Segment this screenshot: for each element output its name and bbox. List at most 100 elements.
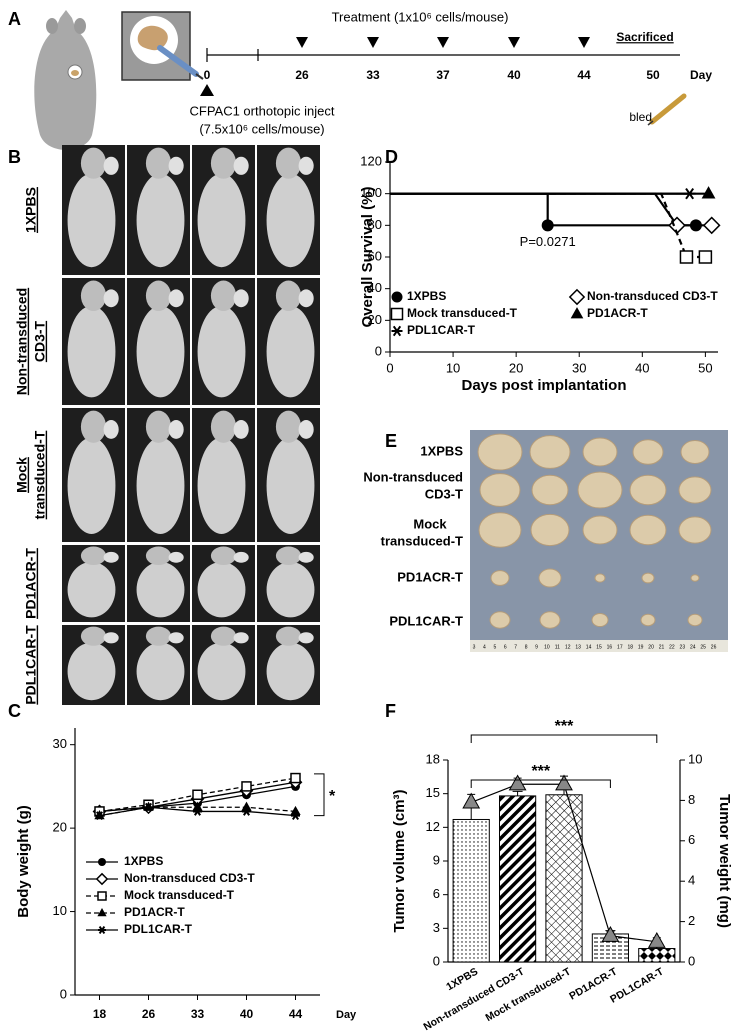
mouse-head bbox=[210, 410, 237, 443]
mouse-ear bbox=[233, 289, 249, 308]
legend-label: 1XPBS bbox=[407, 289, 446, 303]
mouse-body bbox=[136, 437, 185, 534]
mouse-head bbox=[210, 546, 237, 566]
inject-label: (7.5x10⁶ cells/mouse) bbox=[199, 121, 324, 136]
legend-label: PD1ACR-T bbox=[587, 306, 648, 320]
x-tick-label: 40 bbox=[240, 1007, 254, 1021]
legend-marker bbox=[98, 926, 106, 934]
ruler-number: 3 bbox=[473, 644, 476, 650]
significance-label: * bbox=[329, 788, 336, 805]
mouse-illustration bbox=[34, 10, 204, 167]
row-label: 1XPBS bbox=[420, 443, 463, 458]
panel-label: E bbox=[385, 431, 397, 451]
mouse-ear bbox=[103, 420, 119, 439]
tumor bbox=[490, 570, 510, 586]
mouse-ear bbox=[103, 156, 119, 175]
mouse-body bbox=[197, 173, 246, 268]
bar bbox=[638, 948, 676, 963]
ruler-number: 6 bbox=[504, 644, 507, 650]
x-tick-label: 0 bbox=[386, 360, 393, 375]
ruler-number: 15 bbox=[596, 644, 602, 650]
mouse-ear bbox=[298, 289, 314, 308]
ruler-number: 8 bbox=[525, 644, 528, 650]
marker bbox=[193, 807, 202, 816]
timeline-day: 50 bbox=[646, 68, 660, 82]
row-label: PDL1CAR-T bbox=[389, 613, 463, 628]
x-tick-label: 30 bbox=[572, 360, 586, 375]
treatment-marker bbox=[437, 37, 449, 48]
treatment-marker bbox=[367, 37, 379, 48]
sacrificed-label: Sacrificed bbox=[616, 30, 673, 44]
mouse-head bbox=[275, 147, 302, 179]
timeline bbox=[200, 48, 687, 126]
mouse-ear bbox=[168, 289, 184, 308]
timeline-day: 26 bbox=[295, 68, 309, 82]
mouse-body bbox=[67, 173, 116, 268]
legend-marker bbox=[97, 891, 107, 901]
y-tick-label: 30 bbox=[53, 736, 67, 751]
y-tick-label: 40 bbox=[368, 280, 382, 295]
row-label: Non-transduced bbox=[363, 469, 463, 484]
ruler-number: 11 bbox=[555, 644, 560, 650]
tumor bbox=[690, 574, 700, 582]
x-tick-label: 44 bbox=[289, 1007, 303, 1021]
mouse-head bbox=[210, 147, 237, 179]
legend-label: Mock transduced-T bbox=[124, 888, 235, 902]
legend-marker bbox=[391, 291, 403, 303]
mouse-head bbox=[80, 626, 107, 646]
y-tick-label: 60 bbox=[368, 248, 382, 263]
y-tick-label: 80 bbox=[368, 217, 382, 232]
tumor bbox=[531, 474, 569, 506]
row-label: 1XPBS bbox=[23, 187, 39, 233]
y-axis-label: Tumor volume (cm³) bbox=[391, 789, 408, 932]
y-tick-label: 120 bbox=[360, 153, 382, 168]
mouse-ear bbox=[168, 156, 184, 175]
legend-label: PDL1CAR-T bbox=[407, 323, 476, 337]
mouse-head bbox=[145, 147, 172, 179]
bar bbox=[452, 818, 490, 963]
timeline-day: 37 bbox=[436, 68, 450, 82]
marker bbox=[647, 932, 666, 948]
row-label: CD3-T bbox=[425, 486, 463, 501]
mouse-ear bbox=[233, 156, 249, 175]
y-tick-label: 3 bbox=[433, 920, 440, 935]
mouse-head bbox=[80, 410, 107, 443]
x-tick-label: 26 bbox=[142, 1007, 156, 1021]
mouse-body bbox=[266, 642, 315, 701]
marker bbox=[702, 216, 721, 235]
tumor bbox=[530, 513, 570, 547]
legend-label: PDL1CAR-T bbox=[124, 922, 193, 936]
tumor bbox=[539, 611, 561, 629]
mouse-head bbox=[210, 280, 237, 312]
tumor bbox=[594, 573, 606, 583]
ruler-number: 24 bbox=[690, 644, 696, 650]
marker bbox=[683, 187, 696, 200]
timeline-day: 0 bbox=[204, 68, 211, 82]
mouse-head bbox=[210, 626, 237, 646]
bled-label: bled bbox=[629, 110, 652, 124]
tumor bbox=[680, 440, 710, 464]
panel-label: A bbox=[8, 9, 21, 29]
tumor bbox=[640, 613, 656, 627]
ruler-number: 13 bbox=[575, 644, 581, 650]
tumor bbox=[641, 572, 655, 584]
y-tick-label: 20 bbox=[53, 820, 67, 835]
x-axis-label: Days post implantation bbox=[461, 377, 626, 394]
bar bbox=[545, 794, 583, 963]
survival-line bbox=[390, 192, 696, 227]
day-label: Day bbox=[690, 68, 712, 82]
mouse-body bbox=[197, 437, 246, 534]
mouse-ear bbox=[298, 156, 314, 175]
marker bbox=[601, 925, 620, 942]
mouse-body bbox=[136, 561, 185, 618]
significance-bracket bbox=[314, 773, 325, 817]
y-tick-label: 0 bbox=[433, 953, 440, 968]
mouse-ear bbox=[233, 551, 249, 563]
marker bbox=[698, 250, 713, 264]
mouse-head bbox=[275, 410, 302, 443]
mouse-ear bbox=[233, 420, 249, 439]
row-label: PDL1CAR-T bbox=[23, 625, 39, 705]
treatment-marker bbox=[578, 37, 590, 48]
legend-marker bbox=[568, 288, 586, 306]
ruler-number: 22 bbox=[669, 644, 675, 650]
